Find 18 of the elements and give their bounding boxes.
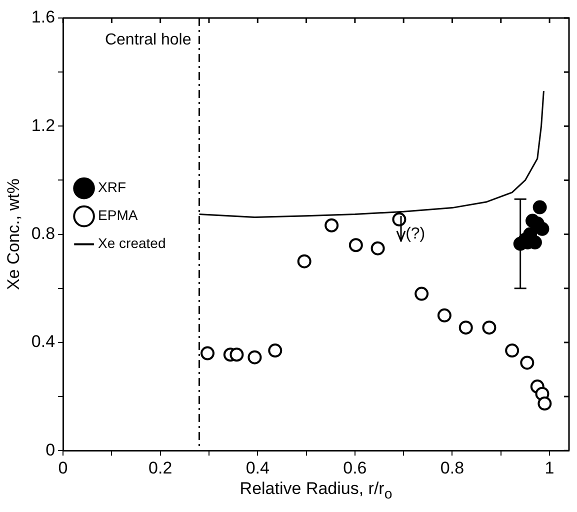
- y-tick-label: 0: [46, 440, 56, 460]
- y-tick-label: 1.2: [31, 116, 56, 135]
- x-tick-label: 0.4: [246, 458, 270, 478]
- x-tick-label: 0.2: [148, 458, 172, 478]
- y-tick-label: 1.6: [31, 8, 56, 27]
- y-axis-title: Xe Conc., wt%: [4, 178, 23, 290]
- legend-label: XRF: [98, 179, 126, 196]
- x-tick-label: 1: [544, 458, 554, 478]
- ref-line-label: Central hole: [104, 31, 192, 48]
- x-axis-title: Relative Radius, r/r$_{o}$: [240, 478, 392, 502]
- x-tick-label: 0.8: [440, 458, 464, 478]
- legend-label: EPMA: [98, 207, 138, 224]
- legend-label: Xe created: [98, 235, 166, 252]
- x-tick-label: 0.6: [343, 458, 367, 478]
- annotation: (?): [406, 226, 426, 243]
- y-tick-label: 0.8: [31, 224, 56, 243]
- y-tick-label: 0.4: [31, 332, 56, 352]
- x-tick-label: 0: [58, 458, 68, 478]
